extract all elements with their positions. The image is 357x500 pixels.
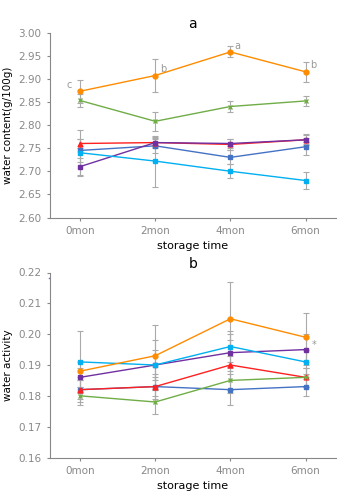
X-axis label: storage time: storage time: [157, 242, 228, 252]
Legend: IF1-L, IF2-L, IF3-L, IF1-H, IF2-H, IF3-H: IF1-L, IF2-L, IF3-L, IF1-H, IF2-H, IF3-H: [49, 274, 316, 283]
Text: c: c: [66, 80, 72, 90]
Y-axis label: water activity: water activity: [3, 329, 13, 401]
Title: b: b: [188, 258, 197, 272]
Text: *: *: [312, 340, 316, 349]
Text: b: b: [310, 60, 316, 70]
Text: b: b: [160, 64, 166, 74]
Text: a: a: [235, 41, 241, 51]
Y-axis label: water content(g/100g): water content(g/100g): [3, 66, 13, 184]
Title: a: a: [188, 18, 197, 32]
X-axis label: storage time: storage time: [157, 482, 228, 492]
